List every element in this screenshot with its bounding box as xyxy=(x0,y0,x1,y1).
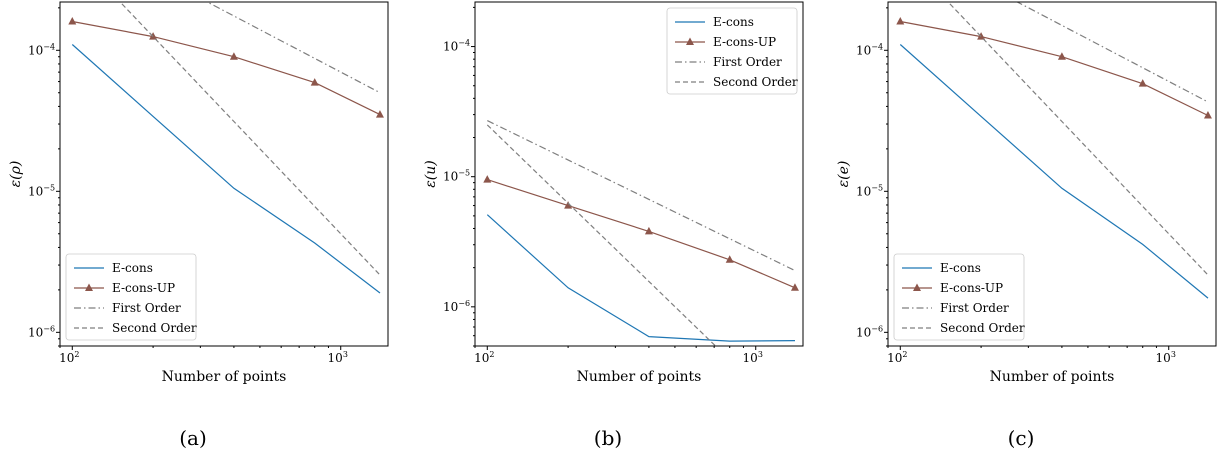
y-tick-label: 10−5 xyxy=(28,183,55,198)
data-point-marker xyxy=(1203,110,1212,119)
y-tick-label: 10−6 xyxy=(28,324,55,339)
y-tick-label: 10−5 xyxy=(443,169,470,184)
x-tick-label: 102 xyxy=(59,350,79,365)
legend: E-cons E-cons-UP First Order Second Order xyxy=(893,253,1025,341)
series-line-first-order xyxy=(206,2,381,94)
series-line-second-order xyxy=(947,2,1209,276)
y-axis-label: ε(e) xyxy=(836,161,852,188)
data-point-marker xyxy=(790,283,799,291)
plot-area xyxy=(68,2,384,294)
plot-area xyxy=(483,120,799,346)
y-tick-label: 10−4 xyxy=(856,42,883,57)
legend-label: E-cons xyxy=(112,261,153,275)
legend-label: Second Order xyxy=(940,321,1025,335)
x-tick-label: 103 xyxy=(328,350,348,365)
legend-label: Second Order xyxy=(713,75,798,89)
legend-label: E-cons xyxy=(713,15,754,29)
data-point-marker xyxy=(1057,52,1066,60)
legend-marker xyxy=(686,37,694,45)
plot-frame xyxy=(59,1,389,347)
legend-label: E-cons-UP xyxy=(713,35,776,49)
x-tick-label: 103 xyxy=(1156,350,1176,365)
legend-frame xyxy=(666,7,798,95)
x-tick-label: 103 xyxy=(743,350,763,365)
chart-panel: 102 103 10−6 10−5 10−4 Number of points ε(e) (c… xyxy=(836,1,1217,450)
legend-label: E-cons-UP xyxy=(940,281,1003,295)
data-point-marker xyxy=(564,201,573,209)
subfigure-caption: (a) xyxy=(179,426,207,450)
y-tick-label: 10−4 xyxy=(443,39,470,54)
legend-label: E-cons-UP xyxy=(112,281,175,295)
plot-area xyxy=(896,2,1212,299)
legend-label: Second Order xyxy=(112,321,197,335)
data-point-marker xyxy=(310,78,319,86)
legend: E-cons E-cons-UP First Order Second Order xyxy=(65,253,197,341)
series-line-e-cons-up xyxy=(487,179,796,289)
series-line-e-cons xyxy=(71,44,381,294)
y-axis-label: ε(ρ) xyxy=(8,161,24,188)
y-tick-label: 10−4 xyxy=(28,42,55,57)
legend-label: First Order xyxy=(112,301,181,315)
y-tick-label: 10−6 xyxy=(443,299,470,314)
plot-frame xyxy=(474,1,804,347)
x-axis-label: Number of points xyxy=(162,369,287,385)
data-point-marker xyxy=(725,255,734,263)
legend-label: First Order xyxy=(713,55,782,69)
legend: E-cons E-cons-UP First Order Second Order xyxy=(666,7,798,95)
legend-marker xyxy=(85,283,93,291)
data-point-marker xyxy=(644,226,653,235)
series-line-e-cons xyxy=(486,214,796,342)
plot-frame xyxy=(887,1,1217,347)
data-point-marker xyxy=(896,17,905,25)
data-point-marker xyxy=(68,17,77,25)
data-point-marker xyxy=(1138,79,1147,87)
x-tick-label: 102 xyxy=(474,350,494,365)
series-line-second-order xyxy=(119,2,381,276)
subfigure-caption: (c) xyxy=(1008,426,1035,450)
data-point-marker xyxy=(483,175,492,183)
legend-frame xyxy=(893,253,1025,341)
chart-panel: 102 103 10−6 10−5 10−4 Number of points ε(u) (b… xyxy=(423,1,804,450)
series-line-first-order xyxy=(1016,2,1209,103)
y-axis-label: ε(u) xyxy=(423,160,439,187)
legend-label: E-cons xyxy=(940,261,981,275)
data-point-marker xyxy=(375,110,384,118)
data-point-marker xyxy=(229,52,238,60)
x-axis-label: Number of points xyxy=(577,369,702,385)
x-tick-label: 102 xyxy=(887,350,907,365)
series-line-e-cons xyxy=(899,44,1209,299)
subfigure-caption: (b) xyxy=(594,426,622,450)
series-line-e-cons-up xyxy=(900,20,1209,117)
legend-label: First Order xyxy=(940,301,1009,315)
chart-panel: 102 103 10−6 10−5 10−4 Number of points ε(ρ) (a… xyxy=(8,1,389,450)
legend-marker xyxy=(913,283,921,291)
y-tick-label: 10−5 xyxy=(856,183,883,198)
legend-frame xyxy=(65,253,197,341)
series-line-first-order xyxy=(487,120,796,272)
y-tick-label: 10−6 xyxy=(856,324,883,339)
x-axis-label: Number of points xyxy=(990,369,1115,385)
